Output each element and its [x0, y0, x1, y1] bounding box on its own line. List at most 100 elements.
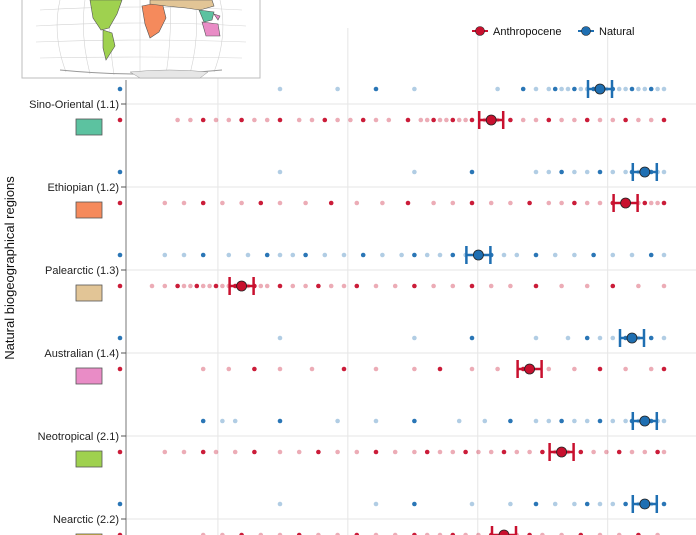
- anthropocene-point: [546, 366, 552, 372]
- anthropocene-point: [252, 366, 257, 372]
- anthropocene-point: [303, 200, 308, 206]
- mean-point: [626, 332, 638, 344]
- anthropocene-point: [629, 449, 635, 455]
- natural-point: [661, 252, 667, 258]
- anthropocene-point: [348, 117, 353, 123]
- anthropocene-point: [655, 532, 660, 535]
- natural-point: [456, 418, 462, 424]
- natural-point: [623, 501, 628, 507]
- anthropocene-point: [527, 200, 532, 206]
- anthropocene-point: [335, 449, 340, 455]
- natural-point: [661, 501, 667, 507]
- anthropocene-point: [412, 449, 417, 455]
- anthropocene-point: [450, 532, 456, 535]
- region-label-4: Neotropical (2.1): [38, 431, 119, 443]
- natural-point: [482, 418, 488, 424]
- anthropocene-point: [220, 532, 225, 535]
- mean-point: [556, 446, 567, 458]
- anthropocene-point: [181, 283, 187, 289]
- natural-point: [584, 169, 590, 175]
- natural-point: [661, 86, 667, 92]
- natural-point: [533, 418, 539, 424]
- anthropocene-point: [213, 283, 219, 289]
- natural-point: [290, 252, 296, 258]
- anthropocene-point: [463, 117, 468, 123]
- region-label-2: Palearctic (1.3): [45, 265, 119, 277]
- anthropocene-mean-marker: [228, 277, 255, 295]
- anthropocene-point: [597, 366, 603, 372]
- region-label-5: Nearctic (2.2): [53, 514, 119, 526]
- anthropocene-point: [488, 449, 494, 455]
- anthropocene-point: [469, 200, 475, 206]
- anthropocene-point: [354, 449, 360, 455]
- natural-point: [572, 501, 577, 507]
- natural-point: [360, 252, 366, 258]
- anthropocene-point: [360, 117, 366, 123]
- anthropocene-point: [188, 283, 193, 289]
- natural-point: [610, 418, 616, 424]
- anthropocene-point: [181, 449, 187, 455]
- anthropocene-point: [597, 117, 603, 123]
- natural-point: [322, 252, 328, 258]
- natural-point: [661, 418, 667, 424]
- natural-point: [277, 169, 283, 175]
- anthropocene-point: [239, 532, 244, 535]
- mean-point: [639, 166, 651, 178]
- anthropocene-point: [495, 366, 500, 372]
- natural-point: [629, 252, 635, 258]
- anthropocene-point: [437, 449, 443, 455]
- anthropocene-point: [354, 283, 360, 289]
- anthropocene-point: [392, 283, 398, 289]
- anthropocene-point: [463, 449, 468, 455]
- anthropocene-point: [642, 449, 648, 455]
- anthropocene-point: [437, 366, 443, 372]
- natural-point: [303, 252, 308, 258]
- anthropocene-point: [373, 449, 379, 455]
- natural-point: [469, 335, 475, 341]
- anthropocene-point: [373, 366, 379, 372]
- mean-point: [594, 83, 606, 95]
- anthropocene-point: [450, 200, 456, 206]
- anthropocene-point: [386, 117, 392, 123]
- anthropocene-point: [661, 449, 667, 455]
- anthropocene-point: [655, 200, 660, 206]
- natural-point: [412, 169, 417, 175]
- natural-point: [399, 252, 404, 258]
- natural-point: [616, 86, 622, 92]
- anthropocene-point: [508, 283, 513, 289]
- anthropocene-point: [450, 283, 456, 289]
- anthropocene-point: [661, 366, 667, 372]
- anthropocene-point: [354, 532, 360, 535]
- anthropocene-point: [200, 283, 206, 289]
- anthropocene-point: [636, 283, 641, 289]
- anthropocene-point: [316, 532, 321, 535]
- y-axis-title: Natural biogeographical regions: [2, 176, 17, 360]
- anthropocene-point: [623, 117, 628, 123]
- anthropocene-point: [488, 283, 494, 289]
- anthropocene-point: [520, 117, 526, 123]
- natural-point: [373, 418, 379, 424]
- natural-mean-marker: [465, 246, 492, 264]
- legend-label-anthropocene: Anthropocene: [493, 26, 562, 38]
- natural-point: [597, 501, 603, 507]
- anthropocene-point: [450, 117, 456, 123]
- anthropocene-point: [642, 200, 648, 206]
- anthropocene-point: [200, 200, 206, 206]
- anthropocene-point: [584, 200, 590, 206]
- anthropocene-point: [239, 200, 244, 206]
- anthropocene-point: [277, 200, 283, 206]
- legend: Anthropocene Natural: [472, 26, 634, 38]
- anthropocene-point: [463, 532, 468, 535]
- natural-point: [636, 86, 641, 92]
- anthropocene-point: [188, 117, 193, 123]
- natural-point: [469, 169, 475, 175]
- natural-point: [469, 501, 475, 507]
- anthropocene-point: [559, 532, 564, 535]
- anthropocene-point: [661, 117, 667, 123]
- natural-point: [117, 86, 123, 92]
- natural-point: [597, 418, 603, 424]
- anthropocene-point: [610, 283, 616, 289]
- anthropocene-point: [476, 532, 481, 535]
- anthropocene-point: [277, 366, 283, 372]
- mean-point: [620, 197, 631, 209]
